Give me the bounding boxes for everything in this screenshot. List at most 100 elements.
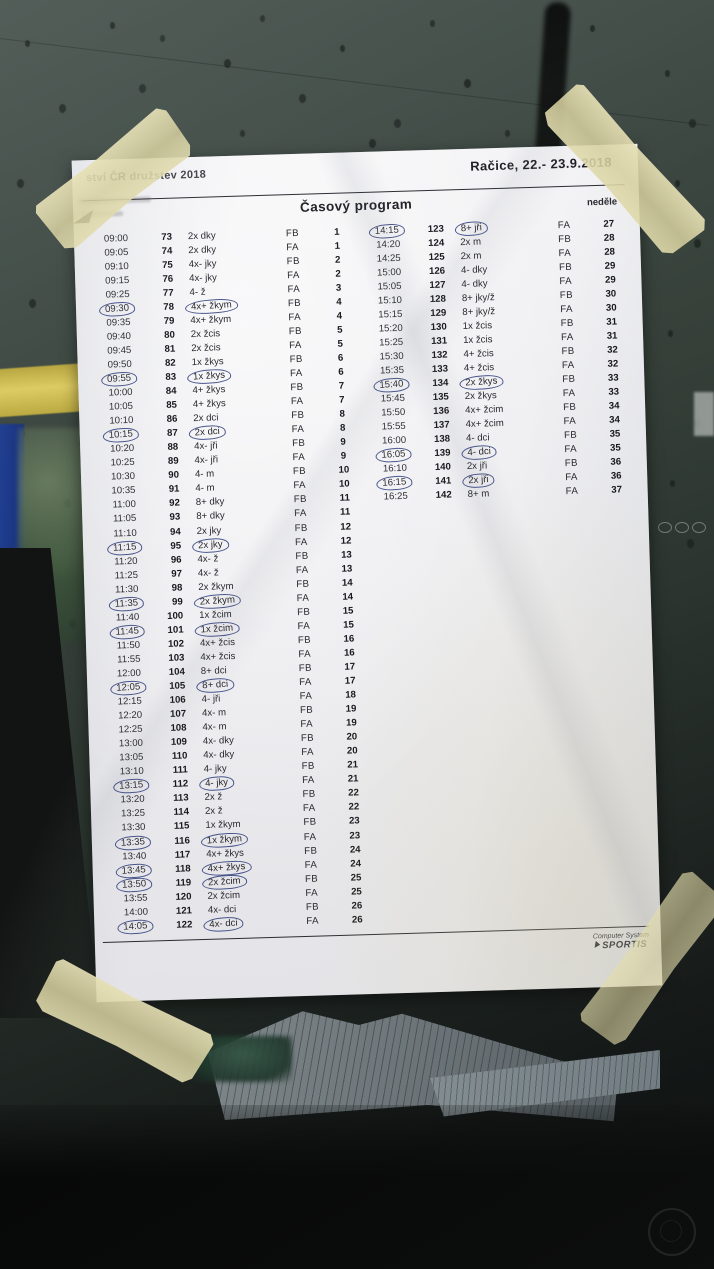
- race-number: 35: [609, 442, 621, 454]
- event-name: 4- dky: [460, 263, 488, 276]
- final-class: FB: [297, 634, 312, 646]
- start-time: 15:55: [381, 420, 406, 433]
- race-number: 10: [338, 464, 350, 477]
- start-time: 09:05: [104, 246, 129, 259]
- program-number: 122: [176, 919, 193, 931]
- event-name: 4- dci: [454, 444, 552, 462]
- final-class: FA: [558, 247, 572, 259]
- final-class: FB: [293, 494, 308, 506]
- race-number: 2: [335, 268, 341, 280]
- race-number: 11: [339, 506, 351, 519]
- event-name: 4x+ žcim: [465, 418, 504, 431]
- event-name: 2x žkym: [187, 592, 285, 610]
- final-class: FA: [293, 480, 307, 492]
- final-class: FA: [294, 536, 308, 548]
- event-name: 4x- jky: [188, 257, 217, 270]
- start-time: 16:05: [366, 447, 412, 464]
- event-name: 2x m: [460, 236, 482, 248]
- final-class: FB: [300, 732, 315, 745]
- program-number: 90: [168, 469, 180, 482]
- program-number: 114: [173, 806, 190, 819]
- event-name: 2x žkys: [452, 374, 550, 391]
- event-name: 8+ dci: [189, 677, 287, 694]
- race-number: 31: [606, 316, 618, 328]
- program-number: 108: [170, 722, 187, 735]
- race-number: 12: [340, 534, 352, 547]
- final-class: FA: [303, 831, 317, 843]
- final-class: FB: [304, 873, 319, 885]
- event-name: 2x žcis: [191, 342, 221, 355]
- program-number: 106: [169, 694, 186, 706]
- final-class: FB: [305, 901, 320, 913]
- program-number: 115: [173, 820, 190, 833]
- start-time: 09:50: [107, 358, 132, 371]
- program-number: 125: [428, 251, 445, 263]
- start-time: 15:25: [379, 336, 404, 349]
- program-number: 119: [175, 877, 192, 889]
- event-name: 8+ dci: [200, 665, 227, 677]
- program-number: 73: [161, 231, 173, 243]
- program-number: 84: [165, 385, 177, 397]
- final-class: FA: [289, 367, 303, 380]
- final-class: FA: [288, 311, 302, 324]
- race-number: 8: [339, 408, 346, 420]
- program-number: 127: [429, 279, 446, 291]
- race-number: 21: [347, 773, 359, 786]
- day-label: neděle: [586, 196, 618, 209]
- start-time: 09:15: [105, 274, 130, 287]
- program-number: 132: [431, 349, 448, 361]
- final-class: FB: [562, 373, 576, 386]
- race-number: 9: [340, 450, 347, 462]
- race-number: 7: [338, 380, 345, 392]
- race-number: 5: [337, 338, 344, 350]
- final-class: FA: [294, 508, 307, 520]
- event-name: 4x- dci: [207, 903, 237, 916]
- paper-document: ství ČR družstev 2018 Račice, 22.- 23.9.…: [71, 143, 663, 1003]
- race-number: 8: [339, 422, 346, 434]
- final-class: FB: [291, 437, 306, 450]
- final-class: FA: [298, 648, 312, 660]
- program-number: 98: [171, 582, 183, 594]
- start-time: 09:45: [107, 344, 132, 357]
- start-time: 13:10: [119, 766, 144, 778]
- final-class: FA: [304, 859, 318, 871]
- race-number: 23: [348, 815, 360, 828]
- event-name: 4+ žkys: [192, 398, 226, 411]
- event-name: 4x- jři: [194, 454, 219, 467]
- program-number: 110: [171, 750, 188, 763]
- program-number: 82: [164, 357, 176, 369]
- event-name: 8+ dky: [195, 496, 225, 509]
- race-number: 16: [343, 647, 355, 659]
- final-class: FA: [561, 359, 575, 372]
- event-name: 4x- dky: [202, 735, 235, 748]
- program-number: 133: [431, 363, 449, 375]
- event-name: 1x žcis: [462, 334, 493, 346]
- program-number: 112: [172, 778, 189, 791]
- race-number: 3: [335, 282, 342, 294]
- start-time: 11:05: [112, 513, 137, 525]
- final-class: FB: [288, 325, 303, 338]
- event-name: 4x- jky: [189, 271, 218, 284]
- event-name: 4- ž: [189, 286, 206, 298]
- race-number: 13: [341, 563, 353, 575]
- program-number: 116: [174, 834, 191, 847]
- program-number: 120: [175, 891, 192, 903]
- event-name: 1x žkys: [180, 368, 278, 385]
- start-time: 09:10: [104, 260, 129, 273]
- race-number: 26: [351, 900, 363, 912]
- start-time: 15:45: [380, 392, 405, 405]
- final-class: FA: [289, 339, 302, 352]
- start-time: 15:05: [377, 280, 402, 293]
- race-number: 30: [605, 302, 617, 314]
- race-number: 15: [342, 605, 354, 617]
- program-number: 99: [171, 596, 183, 608]
- start-time: 14:15: [360, 222, 406, 239]
- event-name: 2x žkym: [198, 580, 234, 593]
- final-class: FB: [296, 606, 311, 618]
- final-class: FB: [563, 429, 578, 442]
- final-class: FB: [302, 789, 316, 801]
- final-class: FA: [291, 423, 305, 436]
- page-title: Časový program: [299, 196, 413, 215]
- race-number: 20: [346, 731, 358, 743]
- race-number: 1: [334, 226, 340, 238]
